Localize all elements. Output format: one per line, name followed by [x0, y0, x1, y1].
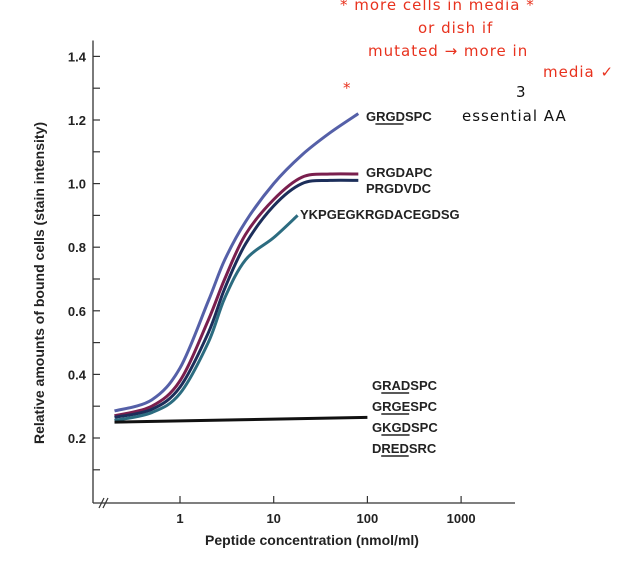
- annotation-asterisk: *: [343, 79, 352, 97]
- series-label: PRGDVDC: [366, 181, 432, 196]
- annotation-line-4: media ✓: [543, 63, 614, 81]
- annotation-essential-aa: essential AA: [462, 107, 567, 125]
- annotation-line-2: or dish if: [418, 19, 493, 37]
- x-tick-label: 10: [266, 511, 280, 526]
- y-tick-label: 0.4: [68, 367, 87, 382]
- x-tick-label: 1000: [447, 511, 476, 526]
- series-line-4: [114, 415, 368, 424]
- y-tick-label: 0.2: [68, 431, 86, 446]
- series-label: YKPGEGKRGDACEGDSG: [300, 207, 460, 222]
- control-label: GRGESPC: [372, 399, 438, 414]
- series-lines: [114, 112, 368, 424]
- x-axis-label: Peptide concentration (nmol/ml): [205, 532, 419, 548]
- control-label: DREDSRC: [372, 441, 437, 456]
- handwritten-annotations: * more cells in media * or dish if mutat…: [340, 0, 614, 125]
- axis-break-mark: [98, 497, 109, 509]
- y-tick-label: 1.2: [68, 113, 86, 128]
- series-line-2: [114, 178, 359, 419]
- series-line-1: [114, 172, 359, 418]
- series-label: GRGDAPC: [366, 165, 433, 180]
- annotation-number: 3: [516, 83, 527, 101]
- series-label: GRGDSPC: [366, 109, 432, 124]
- axes: 0.2 0.4 0.6 0.8 1.0 1.2 1.4 1 10 100 1000: [68, 40, 515, 526]
- series-line-0: [114, 112, 360, 413]
- y-tick-label: 1.4: [68, 49, 87, 64]
- y-tick-label: 0.6: [68, 304, 86, 319]
- annotation-line-3: mutated → more in: [368, 42, 528, 60]
- control-label: GKGDSPC: [372, 420, 438, 435]
- x-tick-label: 100: [357, 511, 379, 526]
- y-tick-label: 1.0: [68, 177, 86, 192]
- annotation-line-1: * more cells in media *: [340, 0, 535, 14]
- y-tick-label: 0.8: [68, 240, 86, 255]
- x-tick-label: 1: [176, 511, 183, 526]
- control-label: GRADSPC: [372, 378, 438, 393]
- series-line-3: [114, 214, 299, 422]
- y-axis-label: Relative amounts of bound cells (stain i…: [31, 122, 47, 444]
